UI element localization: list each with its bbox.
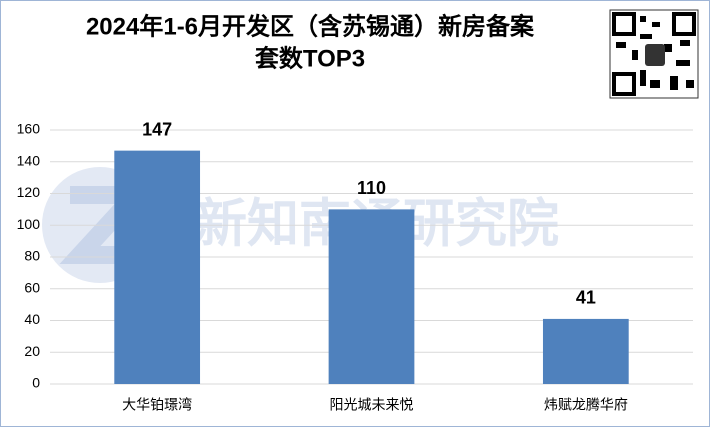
data-label: 41 (576, 288, 596, 308)
x-tick-label: 阳光城未来悦 (330, 397, 414, 413)
y-tick-label: 120 (17, 184, 41, 200)
bar (114, 150, 201, 384)
y-tick-label: 100 (17, 216, 41, 232)
y-tick-label: 140 (17, 152, 41, 168)
x-tick-label: 炜赋龙腾华府 (544, 397, 628, 413)
y-tick-label: 20 (24, 343, 40, 359)
y-tick-label: 0 (32, 375, 40, 391)
y-tick-label: 160 (17, 121, 41, 137)
qr-code (609, 9, 699, 99)
y-tick-label: 80 (24, 248, 40, 264)
chart-title: 套数TOP3 (255, 45, 365, 72)
chart-title: 2024年1-6月开发区（含苏锡通）新房备案 (86, 12, 535, 40)
data-label: 147 (142, 119, 172, 139)
x-tick-label: 大华铂璟湾 (122, 397, 192, 413)
data-label: 110 (357, 178, 386, 198)
y-tick-label: 60 (24, 279, 40, 295)
y-tick-label: 40 (24, 311, 40, 327)
bar (542, 318, 629, 384)
bar (328, 209, 415, 384)
